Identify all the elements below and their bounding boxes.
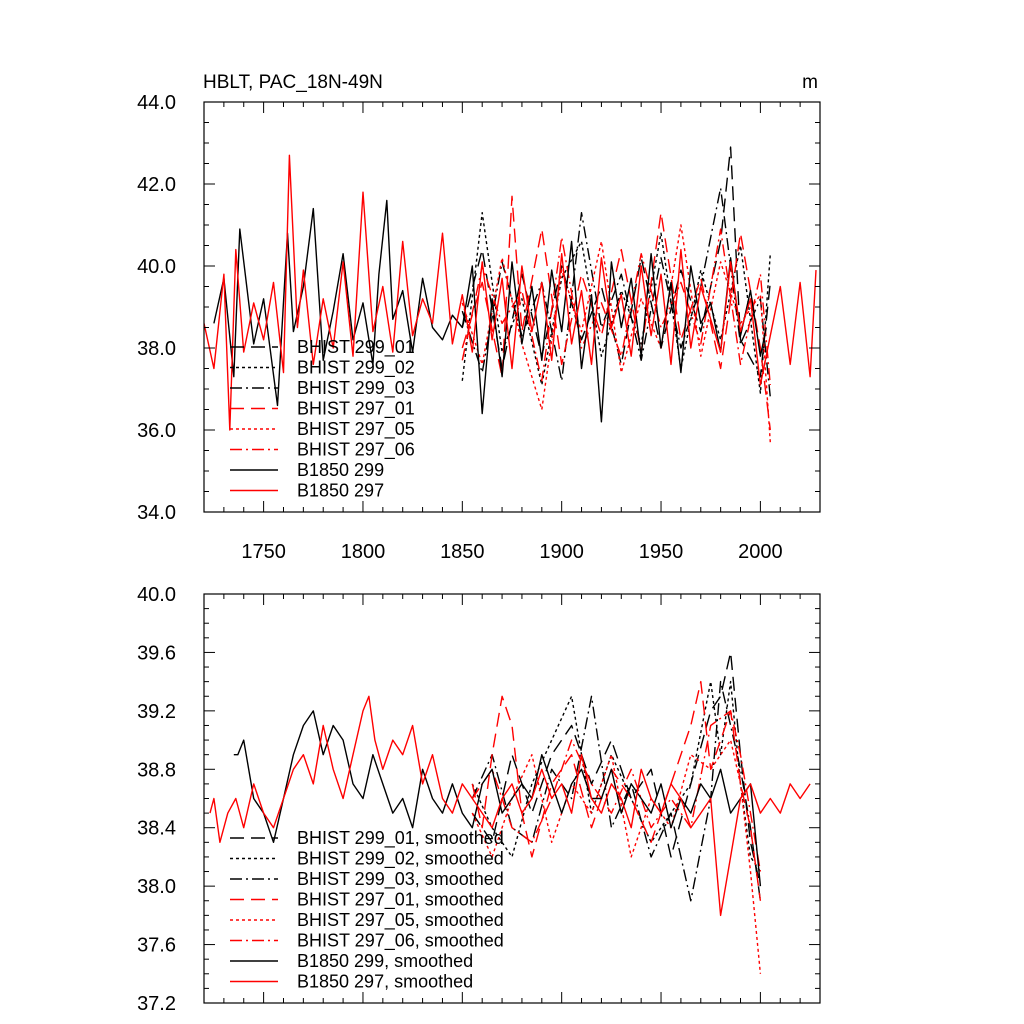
- x-tick-label: 2000: [738, 541, 783, 563]
- y-tick-label: 38.0: [137, 876, 176, 898]
- legend-label: B1850 297: [297, 481, 384, 501]
- legend-label: B1850 297, smoothed: [297, 972, 473, 992]
- legend-label: BHIST 297_06: [297, 440, 415, 461]
- x-tick-label: 1850: [440, 541, 485, 563]
- legend-label: BHIST 297_01: [297, 399, 415, 420]
- series-line-7: [233, 710, 762, 887]
- legend-label: BHIST 299_03, smoothed: [297, 869, 504, 890]
- legend-label: B1850 299, smoothed: [297, 951, 473, 971]
- y-tick-label: 34.0: [137, 502, 176, 524]
- series-line-6: [461, 228, 771, 385]
- x-tick-label: 1800: [341, 541, 386, 563]
- y-tick-label: 38.0: [137, 338, 176, 360]
- x-tick-label: 1900: [539, 541, 584, 563]
- y-tick-label: 42.0: [137, 174, 176, 196]
- series-group: [209, 651, 811, 974]
- y-tick-label: 38.8: [137, 759, 176, 781]
- series-line-8: [204, 154, 817, 431]
- series-line-3: [461, 187, 771, 398]
- series-line-4: [461, 195, 771, 431]
- series-line-8: [209, 695, 811, 917]
- y-tick-label: 36.0: [137, 420, 176, 442]
- x-tick-label: 1950: [639, 541, 684, 563]
- bottom-panel: 37.2 37.6 38.0 38.4 38.8 39.2 39.6 40.0 BHIST 29…: [137, 584, 821, 1015]
- legend-label: BHIST 297_06, smoothed: [297, 931, 504, 952]
- chart-title: HBLT, PAC_18N-49N: [203, 72, 383, 93]
- legend-label: BHIST 299_03: [297, 378, 415, 399]
- y-tick-label: 37.6: [137, 935, 176, 957]
- series-line-7: [213, 199, 767, 423]
- series-group: [204, 146, 817, 443]
- y-tick-label: 39.2: [137, 701, 176, 723]
- series-line-5: [471, 739, 762, 974]
- units-label: m: [802, 72, 818, 93]
- legend-label: BHIST 299_01: [297, 337, 415, 358]
- top-panel: 1750 1800 1850 1900 1950 2000 34.0 36.0 38.0 40.0…: [137, 92, 821, 563]
- y-tick-label: 40.0: [137, 584, 176, 606]
- y-tick-label: 40.0: [137, 256, 176, 278]
- legend-label: BHIST 297_05: [297, 419, 415, 440]
- legend-label: BHIST 297_05, smoothed: [297, 910, 504, 931]
- series-line-1: [461, 146, 771, 378]
- y-tick-label: 37.2: [137, 993, 176, 1015]
- series-line-3: [471, 680, 762, 902]
- legend-label: BHIST 297_01, smoothed: [297, 890, 504, 911]
- y-tick-label: 38.4: [137, 818, 176, 840]
- x-tick-label: 1750: [241, 541, 286, 563]
- y-tick-label: 44.0: [137, 92, 176, 114]
- legend-label: BHIST 299_02: [297, 358, 415, 379]
- legend-label: BHIST 299_02, smoothed: [297, 849, 504, 870]
- legend-label: B1850 299: [297, 460, 384, 480]
- y-tick-label: 39.6: [137, 642, 176, 664]
- series-line-6: [471, 710, 762, 872]
- legend-label: BHIST 299_01, smoothed: [297, 828, 504, 849]
- series-line-2: [471, 680, 761, 872]
